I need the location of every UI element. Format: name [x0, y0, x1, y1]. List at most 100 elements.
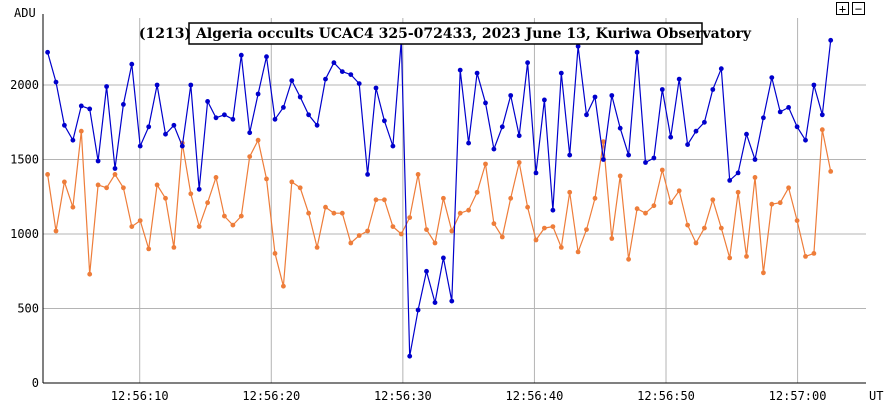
data-point	[171, 245, 177, 250]
data-point	[272, 251, 278, 256]
data-point	[676, 76, 682, 82]
data-point	[626, 256, 631, 262]
data-point	[230, 222, 236, 228]
data-point	[264, 54, 269, 60]
data-point	[727, 178, 733, 183]
data-point	[297, 94, 303, 100]
data-point	[171, 122, 177, 128]
data-point	[550, 207, 556, 213]
data-point	[230, 116, 236, 122]
data-point	[735, 189, 741, 195]
data-point	[702, 119, 707, 125]
data-point	[693, 128, 699, 134]
data-point	[685, 222, 690, 228]
data-point	[70, 204, 76, 210]
data-point	[407, 215, 413, 221]
x-tick-label: 12:56:20	[242, 389, 300, 403]
data-point	[794, 218, 800, 224]
data-point	[668, 134, 674, 140]
data-point	[432, 240, 438, 246]
data-point	[104, 185, 109, 191]
data-point	[693, 240, 699, 246]
chart-title-border	[188, 22, 703, 45]
data-point	[466, 140, 471, 146]
data-point	[752, 175, 758, 180]
data-point	[483, 100, 488, 106]
data-point	[323, 76, 328, 82]
data-point	[281, 283, 286, 289]
x-tick-label: 12:57:00	[769, 389, 827, 403]
data-point	[516, 160, 522, 165]
data-point	[474, 189, 480, 195]
data-point	[761, 270, 766, 276]
data-point	[213, 175, 219, 180]
data-point	[415, 172, 421, 177]
data-point	[744, 254, 749, 259]
data-point	[95, 158, 101, 164]
data-point	[466, 207, 471, 213]
data-point	[62, 179, 67, 185]
data-point	[668, 200, 674, 206]
data-point	[129, 61, 135, 67]
data-point	[356, 233, 362, 238]
data-point	[196, 224, 202, 230]
data-point	[542, 97, 547, 103]
data-point	[634, 49, 640, 55]
data-point	[819, 112, 825, 118]
data-point	[727, 255, 733, 261]
x-tick-label: 12:56:30	[374, 389, 432, 403]
data-point	[424, 227, 429, 233]
chart-title-box: (1213) Algeria occults UCAC4 325-072433,…	[139, 22, 752, 45]
data-point	[213, 115, 219, 121]
x-tick-label: 12:56:10	[111, 389, 169, 403]
data-point	[432, 300, 438, 305]
data-point	[441, 255, 446, 261]
data-point	[45, 49, 50, 55]
data-point	[306, 210, 311, 216]
y-tick-label: 2000	[10, 78, 39, 92]
data-point	[441, 195, 446, 201]
data-point	[803, 254, 808, 259]
data-point	[281, 105, 286, 110]
zoom-in-button[interactable]: +	[836, 2, 849, 15]
data-point	[558, 70, 564, 76]
data-point	[483, 161, 488, 167]
data-point	[786, 105, 791, 110]
data-point	[188, 82, 194, 88]
data-point	[676, 188, 682, 194]
x-tick-label: 12:56:40	[506, 389, 564, 403]
data-point	[163, 195, 168, 201]
data-point	[626, 152, 631, 158]
data-point	[121, 185, 126, 191]
y-tick-label: 0	[32, 376, 39, 390]
series-line	[47, 129, 832, 287]
data-point	[634, 206, 640, 212]
data-point	[803, 137, 808, 143]
axes	[42, 14, 866, 384]
data-point	[62, 122, 67, 128]
zoom-out-button[interactable]: −	[852, 2, 865, 15]
data-point	[247, 130, 253, 136]
data-point	[382, 197, 387, 203]
data-point	[407, 353, 413, 359]
data-point	[222, 213, 227, 219]
data-point	[659, 87, 665, 92]
data-point	[87, 106, 93, 112]
series-line	[47, 40, 832, 357]
data-point	[78, 128, 84, 134]
data-point	[137, 143, 143, 149]
data-point	[373, 85, 379, 91]
data-point	[70, 137, 76, 143]
data-point	[222, 112, 227, 118]
series-2	[45, 127, 834, 289]
data-point	[297, 185, 303, 191]
data-point	[348, 240, 354, 246]
data-point	[365, 172, 370, 177]
data-point	[331, 60, 337, 66]
data-point	[592, 195, 598, 201]
data-point	[121, 102, 126, 107]
data-point	[769, 75, 775, 80]
data-point	[137, 218, 143, 224]
data-point	[365, 228, 370, 234]
